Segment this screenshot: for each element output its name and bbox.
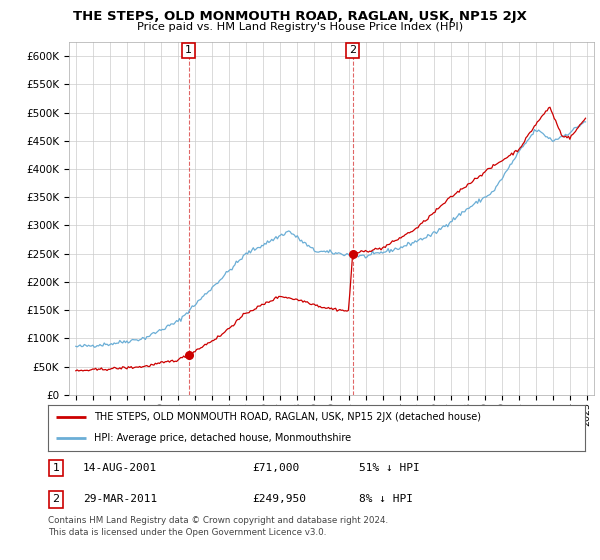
Text: Price paid vs. HM Land Registry's House Price Index (HPI): Price paid vs. HM Land Registry's House … (137, 22, 463, 32)
Text: 1: 1 (53, 463, 59, 473)
Text: 2: 2 (349, 45, 356, 55)
Text: 14-AUG-2001: 14-AUG-2001 (83, 463, 157, 473)
Text: £249,950: £249,950 (252, 494, 306, 505)
Text: HPI: Average price, detached house, Monmouthshire: HPI: Average price, detached house, Monm… (94, 433, 351, 444)
Text: This data is licensed under the Open Government Licence v3.0.: This data is licensed under the Open Gov… (48, 528, 326, 536)
Text: £71,000: £71,000 (252, 463, 299, 473)
Text: 2: 2 (52, 494, 59, 505)
Text: Contains HM Land Registry data © Crown copyright and database right 2024.: Contains HM Land Registry data © Crown c… (48, 516, 388, 525)
Text: 51% ↓ HPI: 51% ↓ HPI (359, 463, 420, 473)
Text: 1: 1 (185, 45, 192, 55)
Text: THE STEPS, OLD MONMOUTH ROAD, RAGLAN, USK, NP15 2JX (detached house): THE STEPS, OLD MONMOUTH ROAD, RAGLAN, US… (94, 412, 481, 422)
Text: 29-MAR-2011: 29-MAR-2011 (83, 494, 157, 505)
Text: 8% ↓ HPI: 8% ↓ HPI (359, 494, 413, 505)
Text: THE STEPS, OLD MONMOUTH ROAD, RAGLAN, USK, NP15 2JX: THE STEPS, OLD MONMOUTH ROAD, RAGLAN, US… (73, 10, 527, 23)
